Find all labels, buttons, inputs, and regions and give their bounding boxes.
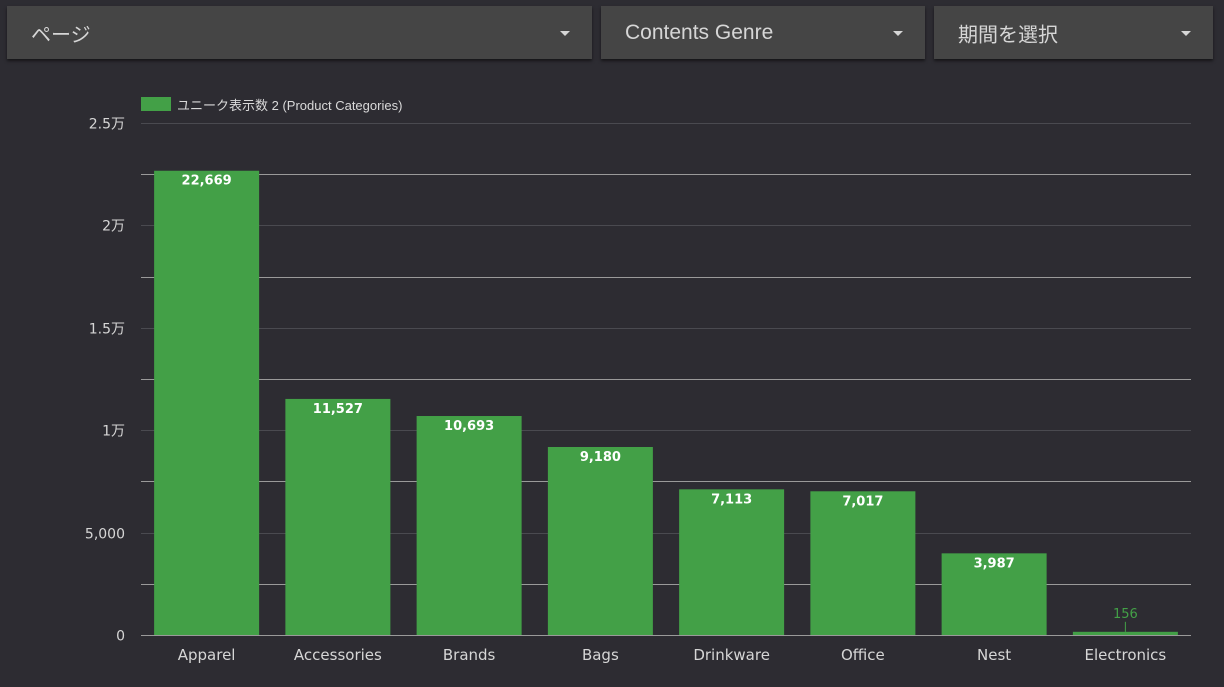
chevron-down-icon: [1181, 30, 1191, 36]
bar-electronics: [1072, 631, 1178, 635]
page-filter-dropdown[interactable]: ページ: [7, 6, 592, 59]
y-tick-label: 1万: [102, 424, 125, 440]
chevron-down-icon: [560, 30, 570, 36]
data-label: 11,527: [313, 402, 363, 417]
bar-apparel: [154, 170, 260, 635]
bar-chart: 0 5,000 1万 1.5万 2万 2.5万 22,669 Apparel 11,527 Acc…: [0, 66, 1224, 687]
x-tick-label: Drinkware: [693, 646, 770, 664]
x-tick-label: Nest: [977, 646, 1011, 664]
legend-series-label: ユニーク表示数 2 (Product Categories): [177, 97, 403, 113]
date-range-filter-label: 期間を選択: [958, 22, 1058, 46]
chart-legend[interactable]: ユニーク表示数 2 (Product Categories): [141, 96, 403, 113]
legend-swatch: [141, 97, 171, 111]
bar-bags: [547, 446, 653, 635]
data-label: 3,987: [974, 556, 1015, 571]
x-tick-label: Accessories: [294, 646, 382, 664]
chevron-down-icon: [893, 30, 903, 36]
y-tick-label: 1.5万: [89, 322, 125, 338]
y-tick-label: 0: [116, 629, 125, 645]
page-filter-label: ページ: [31, 22, 91, 46]
data-label: 7,113: [711, 492, 752, 507]
data-label: 7,017: [842, 494, 883, 509]
date-range-filter-dropdown[interactable]: 期間を選択: [934, 6, 1213, 59]
contents-genre-filter-label: Contents Genre: [625, 20, 774, 44]
y-tick-label: 5,000: [85, 527, 125, 543]
bar-accessories: [285, 398, 391, 635]
data-label: 22,669: [182, 174, 232, 189]
filter-bar: ページ Contents Genre 期間を選択: [0, 0, 1224, 66]
x-tick-label: Apparel: [178, 646, 236, 664]
x-tick-label: Office: [841, 646, 885, 664]
data-label: 9,180: [580, 450, 621, 465]
bar-drinkware: [679, 489, 785, 635]
bar-nest: [941, 553, 1047, 635]
x-tick-label: Electronics: [1084, 646, 1166, 664]
bar-brands: [416, 416, 522, 635]
contents-genre-filter-dropdown[interactable]: Contents Genre: [601, 6, 925, 59]
y-tick-label: 2.5万: [89, 117, 125, 133]
data-label: 10,693: [444, 419, 494, 434]
x-tick-label: Bags: [582, 646, 619, 664]
x-tick-label: Brands: [443, 646, 496, 664]
y-tick-label: 2万: [102, 219, 125, 235]
bar-chart-svg: 0 5,000 1万 1.5万 2万 2.5万 22,669 Apparel 11,527 Acc…: [85, 117, 1191, 664]
bar-office: [810, 491, 916, 635]
data-label: 156: [1113, 607, 1138, 622]
